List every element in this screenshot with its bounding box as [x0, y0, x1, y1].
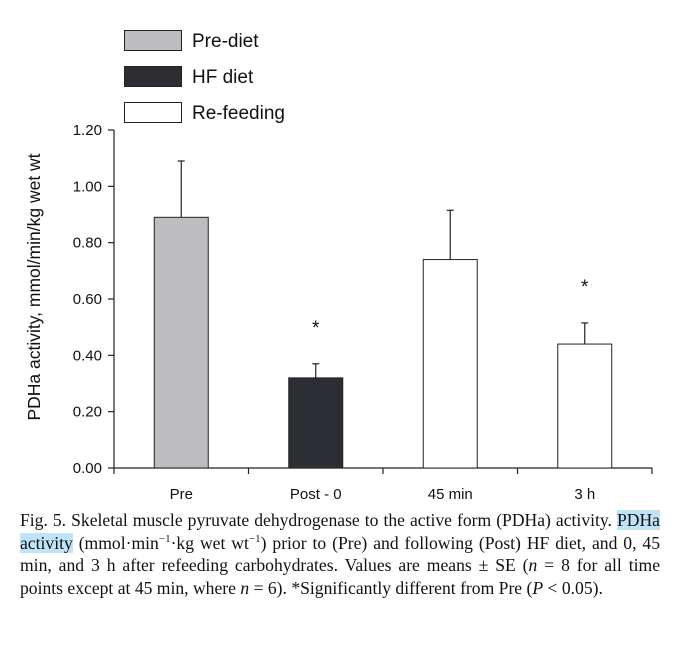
bar-0 [153, 216, 209, 469]
caption-text-1: Skeletal muscle pyruvate dehydrogenase t… [71, 510, 612, 530]
significance-marker-1: * [312, 318, 320, 339]
bar-3 [557, 343, 613, 469]
x-tick-label-3: 3 h [574, 486, 595, 503]
legend-swatch-1 [124, 66, 182, 87]
bar-2 [422, 259, 478, 469]
caption-text-2: (mmol·min [78, 532, 159, 553]
caption-text-4: ) prior to (Pre) and following (Post) HF… [20, 532, 661, 576]
caption-text-3: ·kg wet wt [170, 532, 249, 553]
y-tick-label-2: 0.40 [73, 347, 102, 364]
y-tick-label-4: 0.80 [73, 235, 102, 252]
pdha-bar-chart: Pre-diet HF diet Re-feeding 0.00 0.20 0.40 0.… [24, 30, 653, 503]
figure-caption: Fig. 5. Skeletal muscle pyruvate dehydro… [20, 509, 660, 599]
x-tick-label-1: Post - 0 [290, 486, 342, 503]
y-tick-label-6: 1.20 [73, 122, 102, 139]
caption-superscript-1: −1 [158, 532, 171, 545]
legend-label-0: Pre-diet [192, 31, 259, 52]
legend-label-1: HF diet [192, 67, 254, 88]
caption-text-7: < 0.05). [547, 577, 603, 598]
caption-superscript-2: −1 [248, 532, 261, 545]
caption-text-5: = 8 for all time points except at 45 min… [20, 555, 660, 598]
legend-label-2: Re-feeding [192, 103, 285, 124]
significance-marker-3: * [581, 277, 589, 298]
y-axis-label: PDHa activity, mmol/min/kg wet wt [24, 153, 44, 420]
y-tick-label-5: 1.00 [73, 178, 102, 195]
caption-p-variable: P [532, 577, 544, 598]
caption-text-6: = 6). *Significantly different from Pre … [253, 577, 533, 598]
y-tick-label-0: 0.00 [73, 460, 102, 477]
bar-1 [288, 377, 344, 469]
y-tick-label-1: 0.20 [73, 404, 102, 421]
caption-n-variable-2: n [240, 577, 250, 598]
x-tick-label-2: 45 min [428, 486, 473, 503]
legend-swatch-0 [124, 30, 182, 51]
caption-n-variable-1: n [528, 555, 538, 575]
caption-label: Fig. 5. [20, 510, 67, 530]
legend-swatch-2 [124, 102, 182, 123]
x-tick-label-0: Pre [170, 486, 193, 503]
y-tick-label-3: 0.60 [73, 291, 102, 308]
